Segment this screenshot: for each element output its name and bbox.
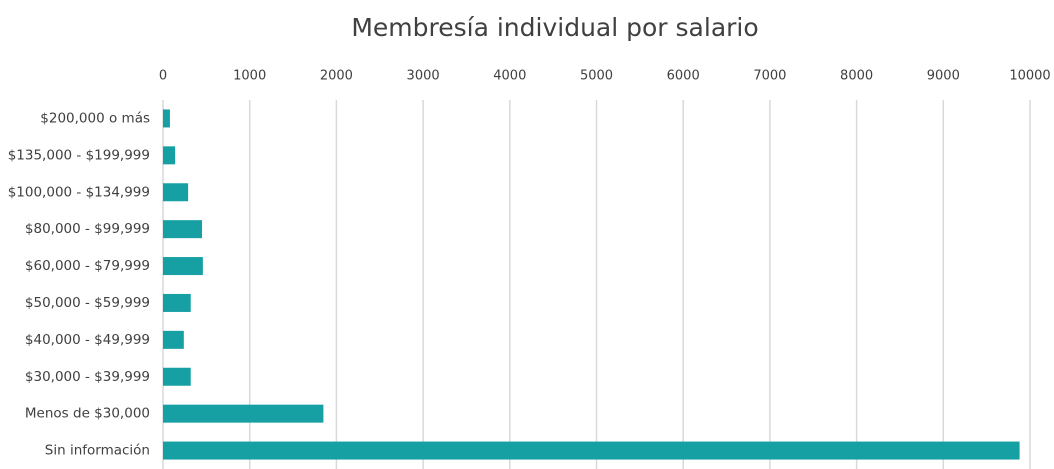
y-tick-label: $40,000 - $49,999 <box>25 332 150 348</box>
x-tick-label: 9000 <box>927 69 960 84</box>
bar <box>163 257 203 276</box>
bar <box>163 183 189 202</box>
bar <box>163 441 1020 460</box>
chart-title: Membresía individual por salario <box>351 13 758 42</box>
x-tick-label: 2000 <box>320 69 353 84</box>
bar <box>163 330 184 349</box>
y-tick-label: $60,000 - $79,999 <box>25 258 150 274</box>
y-tick-label: $200,000 o más <box>40 110 150 126</box>
x-tick-label: 5000 <box>580 69 613 84</box>
x-tick-label: 0 <box>159 69 167 84</box>
y-tick-label: $30,000 - $39,999 <box>25 369 150 385</box>
bar <box>163 293 191 312</box>
x-tick-label: 7000 <box>753 69 786 84</box>
y-tick-label: Sin información <box>45 443 150 459</box>
y-tick-label: $135,000 - $199,999 <box>8 147 150 163</box>
x-tick-label: 1000 <box>233 69 266 84</box>
x-tick-label: 10000 <box>1009 69 1050 84</box>
y-tick-label: $80,000 - $99,999 <box>25 221 150 237</box>
x-tick-label: 4000 <box>493 69 526 84</box>
x-tick-label: 6000 <box>667 69 700 84</box>
bar <box>163 220 203 239</box>
y-tick-label: $50,000 - $59,999 <box>25 295 150 311</box>
bar <box>163 109 170 128</box>
bar <box>163 367 191 386</box>
x-tick-label: 8000 <box>840 69 873 84</box>
bar <box>163 404 324 423</box>
bar <box>163 146 176 165</box>
y-tick-label: Menos de $30,000 <box>25 406 150 422</box>
x-tick-label: 3000 <box>407 69 440 84</box>
y-tick-label: $100,000 - $134,999 <box>8 184 150 200</box>
